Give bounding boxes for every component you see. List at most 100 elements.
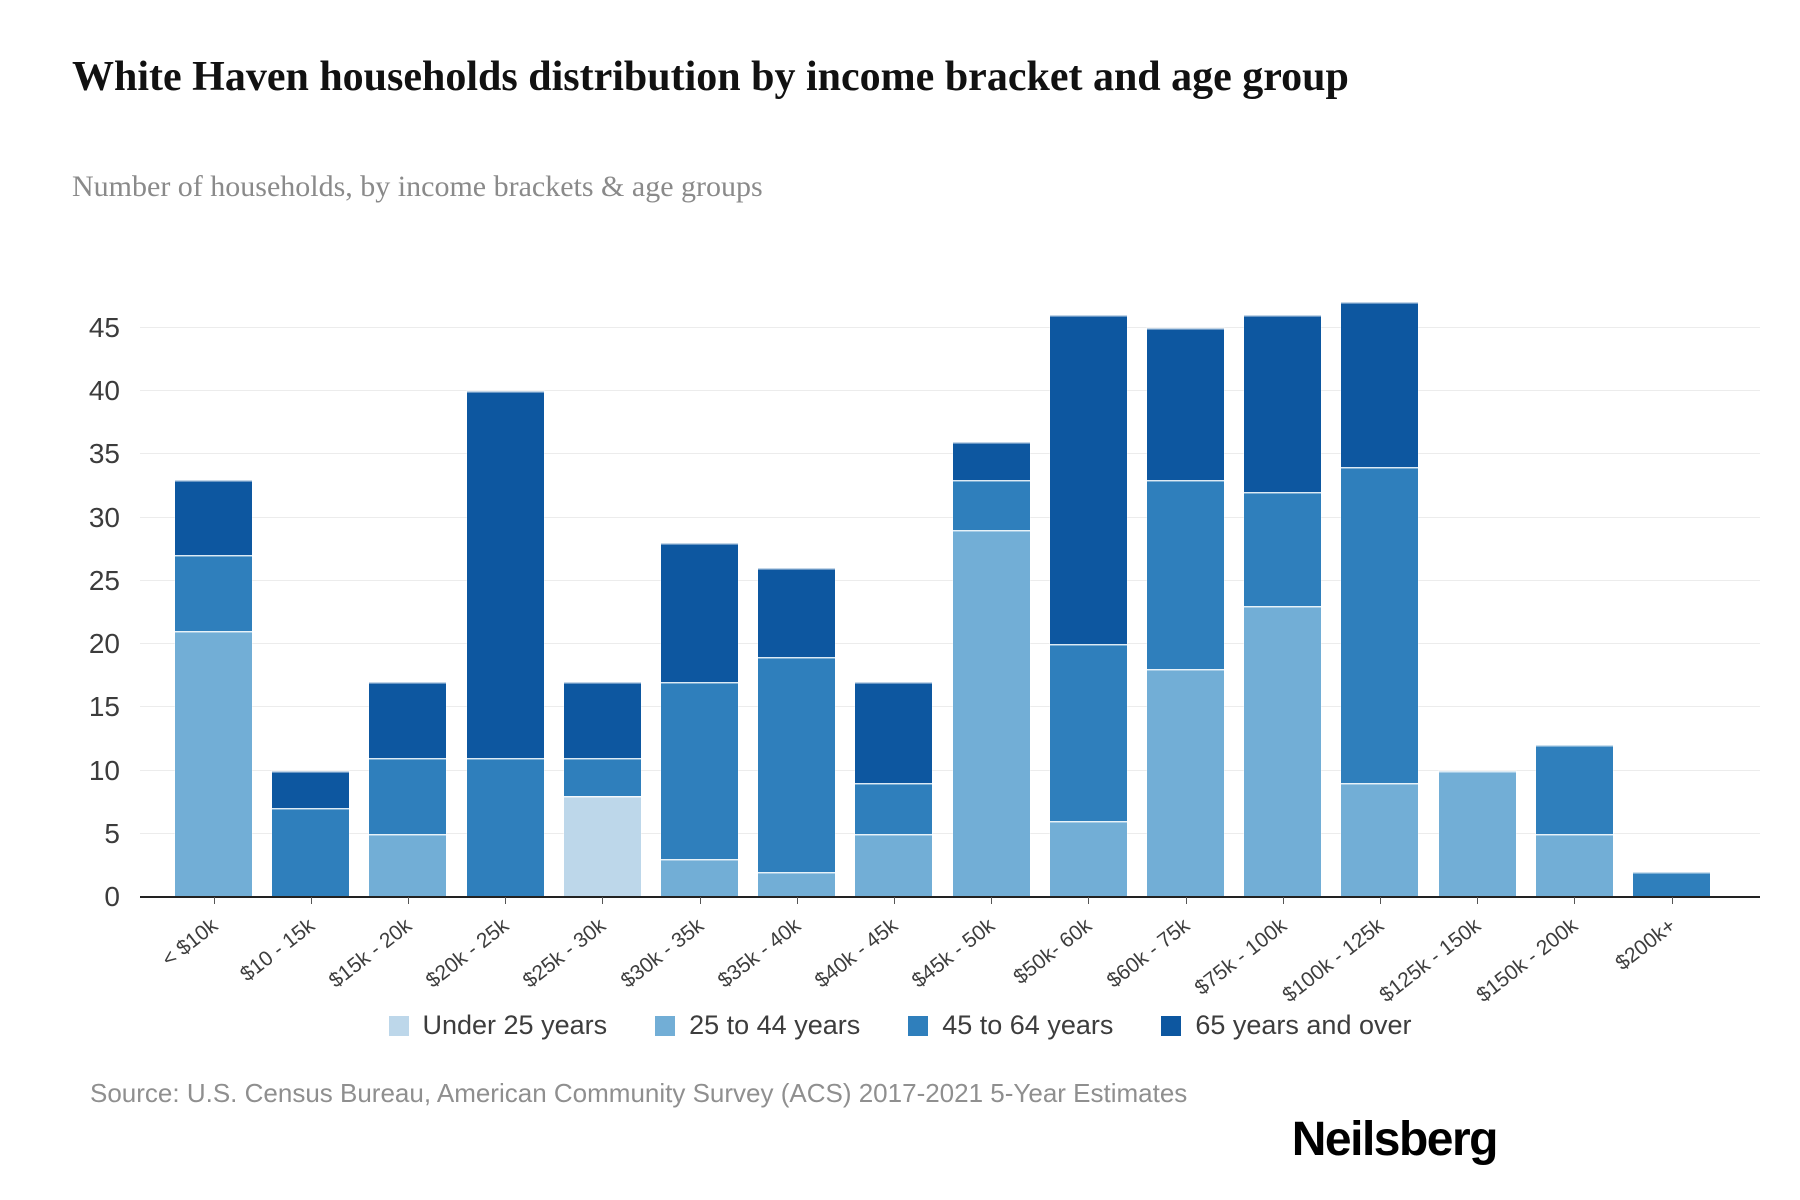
x-tick [1185, 897, 1187, 904]
legend-swatch-icon [908, 1015, 929, 1036]
chart-plot-area [140, 265, 1760, 899]
bar-segment[interactable] [271, 769, 351, 810]
bar-segment[interactable] [1048, 820, 1128, 898]
bar-segment[interactable] [465, 390, 545, 759]
x-tick [991, 897, 993, 904]
legend-label: 25 to 44 years [689, 1010, 861, 1040]
gridline-5 [140, 832, 1760, 834]
bar-segment[interactable] [368, 680, 448, 759]
bar-segment[interactable] [368, 756, 448, 835]
x-tick [1671, 897, 1673, 904]
gridline-15 [140, 706, 1760, 708]
legend-item-25-to-44-years[interactable]: 25 to 44 years [655, 1010, 860, 1041]
bar-segment[interactable] [174, 554, 253, 633]
bar-segment[interactable] [660, 680, 739, 861]
bar-$45k - 50k [951, 265, 1031, 898]
bar-segment[interactable] [951, 529, 1031, 898]
bar-segment[interactable] [757, 567, 837, 658]
bar-segment[interactable] [1048, 643, 1128, 823]
legend-item-under-25-years[interactable]: Under 25 years [388, 1010, 608, 1041]
bar-$15k - 20k [368, 265, 448, 899]
bar-segment[interactable] [1243, 314, 1323, 494]
y-tick-label-0: 0 [104, 881, 120, 912]
y-tick-label-5: 5 [104, 817, 120, 849]
bar-segment[interactable] [174, 478, 253, 557]
gridline-30 [140, 516, 1760, 518]
bar-segment[interactable] [1146, 326, 1225, 481]
legend-label: 65 years and over [1195, 1010, 1412, 1040]
bar-segment[interactable] [757, 655, 837, 873]
bar-segment[interactable] [1340, 782, 1420, 898]
bar-$30k - 35k [660, 265, 739, 898]
y-tick-label-25: 25 [88, 564, 120, 596]
bar-segment[interactable] [951, 440, 1031, 481]
page-title: White Haven households distribution by i… [72, 54, 1349, 100]
bar-segment[interactable] [271, 807, 351, 898]
legend-item-65-years-and-over[interactable]: 65 years and over [1161, 1010, 1412, 1041]
bar-segment[interactable] [951, 478, 1031, 532]
gridline-20 [140, 643, 1760, 644]
legend-swatch-icon [1161, 1015, 1182, 1036]
y-tick-label-10: 10 [88, 754, 120, 786]
gridline-35 [140, 453, 1760, 455]
bar-segment[interactable] [1534, 832, 1614, 899]
bar-segment[interactable] [1243, 491, 1323, 608]
bar-$100k - 125k [1340, 265, 1420, 898]
y-tick-label-20: 20 [88, 628, 120, 659]
bar-$200k+ [1632, 265, 1711, 899]
bar-segment[interactable] [1146, 668, 1225, 898]
bar-segment[interactable] [368, 832, 448, 899]
bar-segment[interactable] [1340, 301, 1420, 468]
bar-$60k - 75k [1146, 265, 1225, 898]
y-tick-label-30: 30 [88, 501, 120, 533]
bar-segment[interactable] [757, 870, 837, 899]
bar-segment[interactable] [1437, 769, 1517, 898]
bar-segment[interactable] [854, 782, 934, 835]
y-tick-label-15: 15 [88, 691, 120, 723]
bar-$10 - 15k [271, 265, 351, 898]
y-tick-label-40: 40 [88, 375, 120, 406]
chart-legend: Under 25 years 25 to 44 years 45 to 64 yea… [0, 1010, 1800, 1041]
bar-$50k- 60k [1048, 265, 1128, 898]
gridline-10 [140, 769, 1760, 771]
legend-label: Under 25 years [422, 1010, 608, 1040]
x-tick [1379, 897, 1381, 904]
x-tick [310, 897, 312, 904]
x-tick [1477, 897, 1479, 904]
bar-segment[interactable] [465, 756, 545, 899]
neilsberg-logo: Neilsberg [1291, 1113, 1499, 1166]
y-tick-label-35: 35 [88, 438, 120, 470]
legend-label: 45 to 64 years [942, 1010, 1114, 1040]
legend-swatch-icon [388, 1015, 409, 1036]
bar-$20k - 25k [465, 265, 545, 899]
bar-$125k - 150k [1437, 265, 1517, 898]
x-tick [893, 897, 895, 904]
legend-item-45-to-64-years[interactable]: 45 to 64 years [908, 1010, 1113, 1041]
bar-segment[interactable] [1340, 465, 1420, 785]
x-tick [407, 897, 409, 904]
bar-segment[interactable] [562, 680, 642, 759]
bar-< $10k [174, 265, 253, 898]
x-tick [213, 897, 215, 904]
x-tick [602, 897, 604, 904]
bar-$25k - 30k [562, 265, 642, 899]
bar-segment[interactable] [1243, 605, 1323, 898]
x-tick [505, 897, 507, 904]
page-subtitle: Number of households, by income brackets… [72, 170, 763, 203]
bar-segment[interactable] [174, 630, 253, 898]
gridline-25 [140, 579, 1760, 581]
bar-segment[interactable] [1534, 744, 1614, 835]
x-tick [1282, 897, 1284, 904]
bar-segment[interactable] [1146, 478, 1225, 671]
x-axis-line [140, 896, 1760, 898]
bar-segment[interactable] [660, 541, 739, 683]
source-text: Source: U.S. Census Bureau, American Com… [90, 1078, 1188, 1108]
bar-segment[interactable] [854, 832, 934, 899]
bar-segment[interactable] [1048, 314, 1128, 645]
bar-$150k - 200k [1534, 265, 1614, 899]
bar-segment[interactable] [1632, 870, 1711, 899]
bar-segment[interactable] [660, 858, 739, 898]
bar-segment[interactable] [854, 680, 934, 785]
bar-segment[interactable] [562, 756, 642, 797]
bar-segment[interactable] [562, 794, 642, 899]
